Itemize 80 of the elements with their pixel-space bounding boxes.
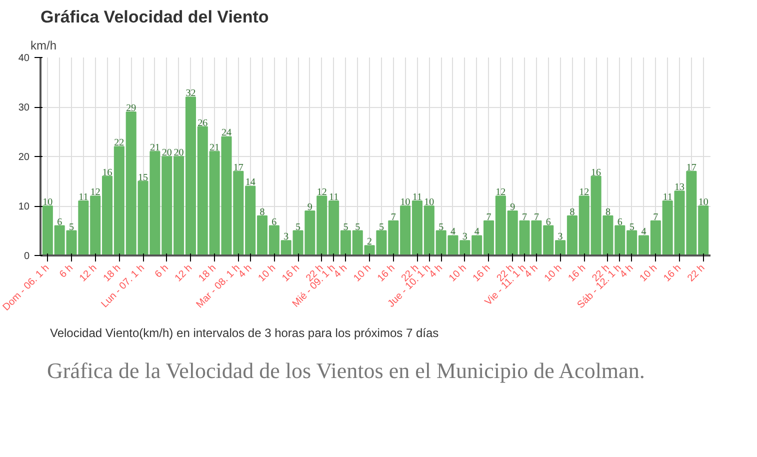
data-label: 29 <box>126 102 136 114</box>
data-label: 10 <box>698 197 708 208</box>
data-label: 11 <box>412 192 422 204</box>
x-tick-label: 16 h <box>662 262 684 284</box>
x-tick-label: 16 h <box>376 262 398 284</box>
y-tick-label: 20 <box>18 152 30 163</box>
data-label: 5 <box>343 222 348 233</box>
data-label: 7 <box>390 212 396 223</box>
x-tick-label: 16 h <box>471 262 493 284</box>
data-label: 12 <box>579 187 590 198</box>
data-label: 21 <box>150 142 160 154</box>
data-label: 15 <box>138 172 148 184</box>
data-label: 4 <box>450 226 456 238</box>
data-label: 17 <box>233 162 244 174</box>
data-label: 26 <box>198 118 208 129</box>
data-label: 16 <box>591 167 602 178</box>
data-label: 8 <box>260 206 265 218</box>
y-tick-label: 30 <box>18 102 30 114</box>
data-label: 10 <box>424 197 434 208</box>
data-label: 4 <box>474 226 480 238</box>
x-tick-label: 10 h <box>638 262 660 284</box>
x-axis-title: Velocidad Viento(km/h) en intervalos de 3 horas para los próximos 7 días <box>50 325 439 342</box>
data-label: 11 <box>328 192 339 204</box>
data-label: 3 <box>462 232 468 243</box>
data-label: 21 <box>210 142 220 154</box>
y-axis-title: km/h <box>30 38 57 52</box>
data-label: 7 <box>653 212 658 223</box>
data-label: 20 <box>162 148 172 158</box>
data-label: 5 <box>355 222 360 233</box>
data-label: 5 <box>378 222 384 233</box>
x-tick-label: 10 h <box>352 262 374 284</box>
data-label: 17 <box>686 162 696 174</box>
x-tick-label: 10 h <box>256 262 278 284</box>
data-label: 6 <box>617 216 622 228</box>
data-label: 16 <box>102 167 112 178</box>
data-label: 9 <box>510 202 516 213</box>
data-label: 12 <box>316 187 327 198</box>
x-tick-label: 12 h <box>78 262 100 284</box>
x-tick-label: 22 h <box>686 262 708 284</box>
data-label: 5 <box>296 222 301 233</box>
x-tick-label: 6 h <box>153 262 171 280</box>
data-label: 7 <box>522 212 528 223</box>
x-tick-label: 10 h <box>447 262 469 284</box>
data-label: 6 <box>272 216 277 228</box>
data-label: 11 <box>78 192 88 204</box>
data-label: 32 <box>186 88 196 100</box>
y-tick-label: 40 <box>18 53 30 64</box>
x-tick-label: 16 h <box>566 262 588 284</box>
data-label: 13 <box>674 182 685 194</box>
x-tick-label: 12 h <box>173 262 195 284</box>
chart-title: Gráfica Velocidad del Viento <box>40 8 269 26</box>
data-label: 5 <box>68 222 74 233</box>
data-label: 12 <box>496 187 506 198</box>
data-label: 6 <box>57 216 62 228</box>
data-label: 10 <box>400 197 410 208</box>
data-label: 7 <box>486 212 492 223</box>
data-label: 24 <box>221 128 232 139</box>
data-label: 2 <box>367 236 372 248</box>
data-label: 12 <box>90 187 100 198</box>
data-label: 3 <box>284 232 289 243</box>
data-label: 3 <box>558 232 563 243</box>
data-label: 14 <box>245 177 256 188</box>
data-label: 8 <box>570 206 575 218</box>
text: Gráfica de la Velocidad de los Vientos en el Municipio de Acolman. <box>47 357 645 386</box>
data-label: 20 <box>174 148 184 158</box>
data-label: 7 <box>534 212 539 223</box>
data-label: 11 <box>662 192 672 204</box>
x-tick-label: 6 h <box>58 262 76 280</box>
y-tick-label: 0 <box>24 251 30 262</box>
data-label: 4 <box>641 226 646 238</box>
data-label: 6 <box>546 216 551 228</box>
data-label: 22 <box>114 138 124 149</box>
data-label: 10 <box>42 197 53 208</box>
x-tick-label: 10 h <box>542 262 564 284</box>
data-label: 5 <box>438 222 444 233</box>
data-label: 5 <box>629 222 634 233</box>
x-tick-label: 16 h <box>280 262 302 284</box>
data-label: 9 <box>307 202 312 213</box>
data-label: 8 <box>605 206 610 218</box>
y-tick-label: 10 <box>18 202 30 212</box>
